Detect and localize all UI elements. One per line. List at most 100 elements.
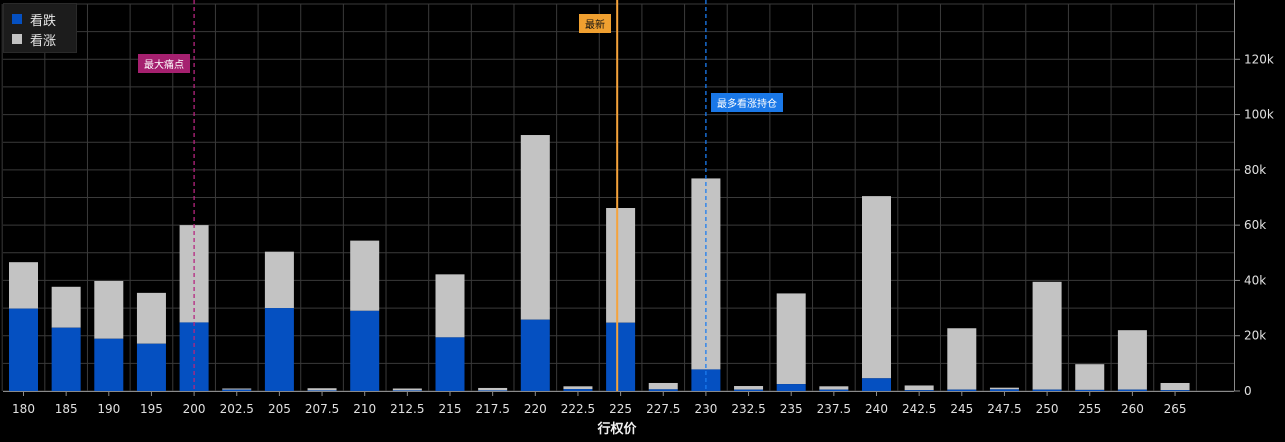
legend-item-puts[interactable]: 看跌 (12, 10, 57, 29)
bar-calls (819, 386, 849, 390)
y-tick-label: 40k (1244, 273, 1266, 287)
x-tick-label: 250 (1036, 402, 1059, 416)
latest-price-tag: 最新 (579, 14, 611, 33)
y-tick-label: 100k (1244, 108, 1274, 122)
x-tick-label: 205 (268, 402, 291, 416)
bar-puts (734, 389, 764, 391)
x-tick-label: 242.5 (902, 402, 936, 416)
bar-calls (392, 388, 422, 391)
bar-calls (264, 251, 294, 309)
bar-calls (307, 388, 337, 391)
x-tick-label: 265 (1164, 402, 1187, 416)
bar-puts (94, 338, 124, 391)
x-tick-label: 232.5 (731, 402, 765, 416)
bar-calls (989, 387, 1019, 390)
bar-puts (136, 343, 166, 391)
bar-puts (1032, 389, 1062, 391)
y-tick-label: 60k (1244, 218, 1266, 232)
bar-calls (94, 280, 124, 339)
legend: 看跌 看涨 (3, 3, 77, 53)
x-tick-label: 240 (865, 402, 888, 416)
bar-puts (51, 327, 81, 391)
bar-puts (520, 319, 550, 391)
max-call-oi-tag: 最多看涨持仓 (711, 93, 783, 112)
bar-calls (648, 382, 678, 390)
bar-puts (904, 390, 934, 391)
bar-calls (136, 292, 166, 344)
x-axis-title: 行权价 (596, 421, 637, 437)
bar-puts (1117, 389, 1147, 391)
bar-puts (776, 384, 806, 391)
bar-calls (1032, 281, 1062, 390)
bar-calls (1075, 364, 1105, 390)
x-tick-label: 255 (1078, 402, 1101, 416)
bar-puts (478, 390, 508, 391)
bar-calls (563, 386, 593, 390)
bar-puts (307, 390, 337, 391)
x-tick-label: 235 (780, 402, 803, 416)
y-tick-label: 0 (1244, 384, 1252, 398)
legend-swatch-calls (12, 34, 22, 44)
bar-calls (904, 385, 934, 391)
bar-puts (947, 389, 977, 391)
x-tick-label: 185 (55, 402, 78, 416)
y-tick-label: 80k (1244, 163, 1266, 177)
x-tick-label: 195 (140, 402, 163, 416)
bar-calls (947, 328, 977, 390)
bar-calls (9, 262, 38, 309)
x-tick-label: 237.5 (817, 402, 851, 416)
x-tick-label: 180 (12, 402, 35, 416)
bar-calls (776, 293, 806, 385)
x-tick-label: 190 (97, 402, 120, 416)
bar-calls (1160, 382, 1190, 391)
bar-puts (264, 308, 294, 391)
bar-puts (563, 389, 593, 391)
bar-calls (350, 240, 380, 311)
max-pain-tag: 最大痛点 (138, 54, 190, 73)
bar-calls (435, 274, 465, 338)
bar-puts (819, 389, 849, 391)
bar-calls (1117, 330, 1147, 390)
bar-puts (350, 310, 380, 391)
y-tick-label: 20k (1244, 329, 1266, 343)
bar-puts (862, 378, 891, 391)
bar-puts (222, 389, 252, 391)
bar-calls (222, 388, 252, 390)
x-tick-label: 210 (353, 402, 376, 416)
x-tick-label: 212.5 (390, 402, 424, 416)
bar-puts (392, 390, 422, 391)
legend-label-puts: 看跌 (30, 13, 57, 29)
legend-item-calls[interactable]: 看涨 (12, 30, 57, 49)
x-tick-label: 222.5 (561, 402, 595, 416)
legend-swatch-puts (12, 14, 22, 24)
bar-puts (606, 322, 636, 391)
bar-calls (520, 135, 550, 320)
x-tick-label: 215 (439, 402, 462, 416)
bar-calls (862, 196, 891, 379)
bar-puts (1160, 390, 1190, 391)
y-tick-label: 120k (1244, 52, 1274, 66)
x-tick-label: 217.5 (475, 402, 509, 416)
x-tick-label: 247.5 (987, 402, 1021, 416)
x-tick-label: 202.5 (220, 402, 254, 416)
x-tick-label: 220 (524, 402, 547, 416)
x-tick-label: 230 (694, 402, 717, 416)
bar-calls (51, 286, 81, 328)
bar-calls (478, 387, 508, 391)
x-tick-label: 260 (1121, 402, 1144, 416)
bar-puts (9, 308, 38, 391)
bar-calls (734, 386, 764, 390)
x-tick-label: 225 (609, 402, 632, 416)
bar-puts (435, 337, 465, 391)
x-tick-label: 207.5 (305, 402, 339, 416)
x-tick-label: 227.5 (646, 402, 680, 416)
legend-label-calls: 看涨 (30, 33, 57, 49)
bar-puts (1075, 389, 1105, 391)
bar-puts (989, 389, 1019, 391)
x-tick-label: 200 (183, 402, 206, 416)
bar-calls (606, 208, 636, 323)
x-tick-label: 245 (950, 402, 973, 416)
bar-puts (648, 389, 678, 391)
